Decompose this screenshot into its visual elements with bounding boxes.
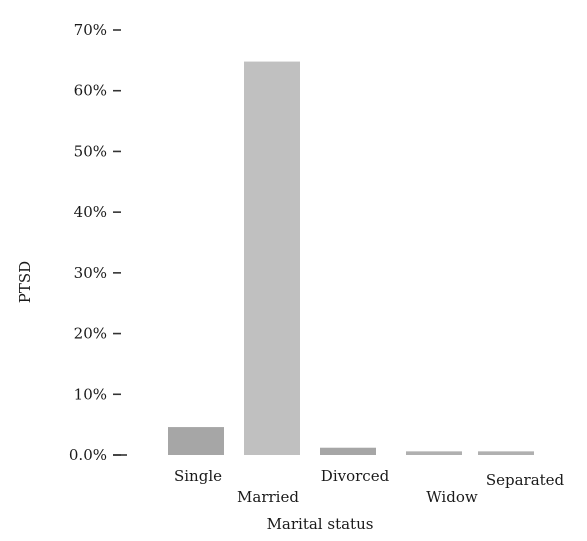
bars xyxy=(168,61,534,455)
x-tick-label-separated: Separated xyxy=(486,471,565,489)
y-tick-label: 0.0% xyxy=(69,446,107,464)
y-tick-label: 50% xyxy=(74,142,107,160)
x-axis-title: Marital status xyxy=(267,515,374,533)
y-tick-label: 30% xyxy=(74,264,107,282)
x-tick-label-married: Married xyxy=(237,488,299,506)
bar-divorced xyxy=(320,447,376,455)
y-axis-title: PTSD xyxy=(16,261,34,303)
y-tick-label: 40% xyxy=(74,203,107,221)
y-axis: 0.0% 10% 20% 30% 40% 50% 60% 70% xyxy=(69,21,127,464)
bar-separated xyxy=(478,451,534,455)
x-tick-label-divorced: Divorced xyxy=(321,467,390,485)
bar-widow xyxy=(406,451,462,455)
bar-single xyxy=(168,427,224,455)
x-tick-label-widow: Widow xyxy=(426,488,478,506)
y-tick-label: 10% xyxy=(74,385,107,403)
y-tick-label: 70% xyxy=(74,21,107,39)
x-tick-label-single: Single xyxy=(174,467,222,485)
bar-married xyxy=(244,61,300,455)
x-tick-labels: Single Married Divorced Widow Separated xyxy=(174,467,565,506)
y-tick-label: 20% xyxy=(74,325,107,343)
y-tick-label: 60% xyxy=(74,82,107,100)
